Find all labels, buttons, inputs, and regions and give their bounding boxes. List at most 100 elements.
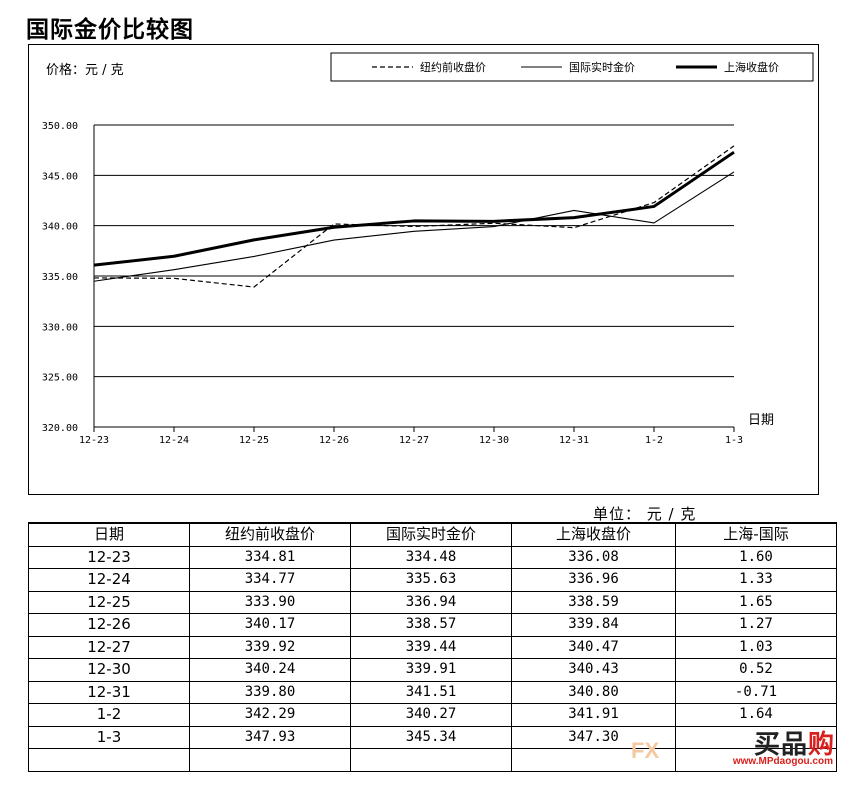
cell-intl-spot: 336.94 [350, 590, 512, 614]
y-tick-label: 330.00 [42, 322, 78, 333]
page-title: 国际金价比较图 [26, 17, 194, 43]
y-tick-label: 340.00 [42, 222, 78, 233]
x-tick-label: 12-25 [239, 435, 269, 446]
table-row: 12-27 339.92 339.44 340.47 1.03 [28, 635, 837, 659]
table-row: 12-31 339.80 341.51 340.80 -0.71 [28, 680, 837, 704]
cell-sh-close: 336.08 [511, 545, 676, 569]
legend-box [330, 52, 814, 82]
cell-ny-close: 339.92 [189, 635, 351, 659]
unit-label: 单位： 元 / 克 [593, 505, 697, 523]
cell-date: 12-23 [28, 545, 190, 569]
watermark-logo-c: 购 [807, 730, 835, 760]
cell-sh-minus-intl: 1.64 [675, 703, 837, 727]
table-row: 12-23 334.81 334.48 336.08 1.60 [28, 545, 837, 569]
y-tick-label: 325.00 [42, 373, 78, 384]
cell-intl-spot [350, 748, 512, 772]
watermark-fx-text: FX [631, 738, 660, 763]
x-axis-title: 日期 [748, 413, 774, 428]
x-tick-label: 12-23 [79, 435, 109, 446]
watermark-logo-b: 品 [780, 730, 808, 760]
cell-date [28, 748, 190, 772]
cell-date: 12-26 [28, 613, 190, 637]
cell-ny-close: 339.80 [189, 680, 351, 704]
cell-sh-minus-intl: 1.65 [675, 590, 837, 614]
cell-intl-spot: 335.63 [350, 568, 512, 592]
table-row: 12-26 340.17 338.57 339.84 1.27 [28, 613, 837, 637]
chart-grid [94, 124, 734, 428]
cell-date: 1-3 [28, 725, 190, 749]
cell-intl-spot: 339.44 [350, 635, 512, 659]
cell-sh-minus-intl: -0.71 [675, 680, 837, 704]
cell-date: 12-24 [28, 568, 190, 592]
cell-sh-close: 338.59 [511, 590, 676, 614]
table-header-date: 日期 [28, 522, 190, 547]
cell-sh-minus-intl [675, 748, 837, 772]
cell-sh-close: 336.96 [511, 568, 676, 592]
cell-date: 12-27 [28, 635, 190, 659]
watermark: FX 买品购 www.MPdaogou.com [625, 724, 835, 772]
cell-ny-close: 340.24 [189, 658, 351, 682]
cell-date: 12-31 [28, 680, 190, 704]
cell-ny-close: 333.90 [189, 590, 351, 614]
cell-ny-close [189, 748, 351, 772]
cell-intl-spot: 338.57 [350, 613, 512, 637]
x-tick-label: 1-2 [645, 435, 663, 446]
y-tick-label: 320.00 [42, 423, 78, 434]
cell-ny-close: 342.29 [189, 703, 351, 727]
cell-intl-spot: 341.51 [350, 680, 512, 704]
x-tick-label: 12-30 [479, 435, 509, 446]
chart-frame [28, 44, 819, 495]
cell-intl-spot: 340.27 [350, 703, 512, 727]
cell-sh-minus-intl: 1.60 [675, 545, 837, 569]
table-row: 12-25 333.90 336.94 338.59 1.65 [28, 590, 837, 614]
table-row: 1-2 342.29 340.27 341.91 1.64 [28, 703, 837, 727]
x-tick-label: 1-3 [725, 435, 743, 446]
y-axis-title: 价格：元 / 克 [46, 62, 124, 78]
cell-date: 12-25 [28, 590, 190, 614]
table-row [28, 748, 837, 772]
cell-sh-close: 341.91 [511, 703, 676, 727]
series-line-1 [93, 145, 735, 288]
series-line-2 [93, 171, 735, 282]
legend-label-1: 纽约前收盘价 [420, 60, 486, 74]
x-tick-label: 12-31 [559, 435, 589, 446]
table-header-sh-minus-intl: 上海-国际 [675, 522, 837, 547]
cell-date: 12-30 [28, 658, 190, 682]
cell-sh-close: 340.43 [511, 658, 676, 682]
table-header-intl-spot: 国际实时金价 [350, 522, 512, 547]
cell-sh-minus-intl: 1.33 [675, 568, 837, 592]
chart-series [93, 145, 735, 288]
table-header-row: 日期 纽约前收盘价 国际实时金价 上海收盘价 上海-国际 [28, 522, 837, 547]
y-tick-label: 350.00 [42, 121, 78, 132]
x-tick-label: 12-26 [319, 435, 349, 446]
watermark-logo: 买品购 [754, 724, 835, 761]
y-tick-label: 335.00 [42, 272, 78, 283]
price-table: 日期 纽约前收盘价 国际实时金价 上海收盘价 上海-国际 12-23 334.81… [28, 522, 837, 772]
cell-date: 1-2 [28, 703, 190, 727]
chart-axes [93, 125, 735, 432]
table-header-ny-close: 纽约前收盘价 [189, 522, 351, 547]
y-tick-label: 345.00 [42, 171, 78, 182]
cell-sh-close: 347.30 [511, 725, 676, 749]
cell-ny-close: 347.93 [189, 725, 351, 749]
table-row: 12-30 340.24 339.91 340.43 0.52 [28, 658, 837, 682]
cell-sh-close: 339.84 [511, 613, 676, 637]
cell-ny-close: 340.17 [189, 613, 351, 637]
cell-sh-close: 340.47 [511, 635, 676, 659]
watermark-logo-a: 买 [753, 730, 781, 760]
line-chart: 纽约前收盘价 国际实时金价 上海收盘价 320.00 325.00 330.00 335.… [42, 52, 814, 446]
chart-labels: 320.00 325.00 330.00 335.00 340.00 345.00 350.… [42, 62, 774, 446]
cell-sh-minus-intl: 1.27 [675, 613, 837, 637]
cell-ny-close: 334.81 [189, 545, 351, 569]
chart-legend: 纽约前收盘价 国际实时金价 上海收盘价 [330, 52, 814, 82]
cell-ny-close: 334.77 [189, 568, 351, 592]
x-tick-label: 12-24 [159, 435, 189, 446]
table-row: 12-24 334.77 335.63 336.96 1.33 [28, 568, 837, 592]
legend-label-2: 国际实时金价 [569, 60, 635, 74]
cell-intl-spot: 345.34 [350, 725, 512, 749]
watermark-url: www.MPdaogou.com [732, 756, 833, 767]
series-line-3 [93, 150, 735, 267]
cell-sh-close: 340.80 [511, 680, 676, 704]
cell-sh-minus-intl: 1.03 [675, 635, 837, 659]
cell-sh-minus-intl: 0.52 [675, 658, 837, 682]
